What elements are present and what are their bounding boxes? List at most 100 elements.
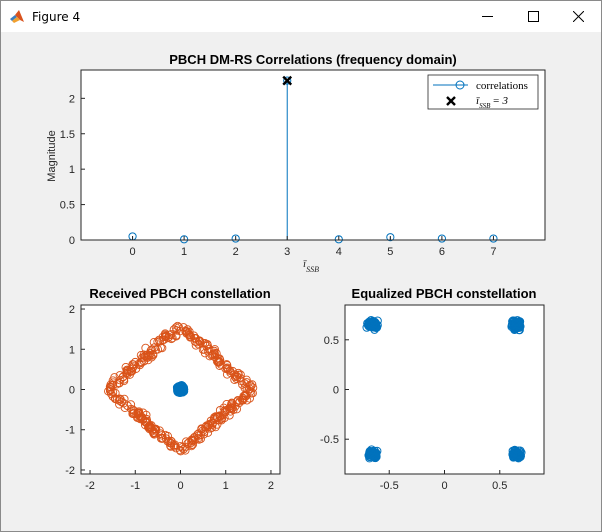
received-point — [138, 415, 147, 424]
received-point — [179, 444, 188, 454]
received-ytick-label: 2 — [69, 304, 75, 316]
received-point — [232, 404, 242, 414]
stem-marker — [283, 76, 292, 85]
correlation-xtick-label: 5 — [387, 246, 393, 258]
equalized-ytick-label: 0 — [333, 385, 339, 397]
legend-x-marker — [446, 96, 456, 106]
received-point — [144, 423, 153, 432]
received-point — [181, 326, 190, 336]
equalized-point — [369, 451, 378, 460]
correlation-ytick-label: 2 — [69, 93, 75, 105]
title-bar[interactable]: Figure 4 — [1, 1, 601, 32]
equalized-point — [507, 322, 516, 331]
equalized-point — [508, 450, 518, 460]
equalized-marks — [362, 315, 526, 463]
received-point — [148, 351, 158, 360]
correlation-ytick-label: 1 — [69, 164, 75, 176]
correlation-xtick-label: 3 — [284, 246, 290, 258]
correlation-ytick-label: 1.5 — [60, 129, 75, 141]
received-point — [194, 340, 203, 349]
received-point — [141, 418, 150, 427]
received-point — [147, 425, 157, 434]
equalized-point — [371, 448, 381, 458]
received-axes-frame — [80, 304, 281, 475]
equalized-ytick-label: -0.5 — [320, 434, 339, 446]
maximize-button[interactable] — [510, 1, 556, 32]
equalized-point — [511, 447, 521, 457]
received-point — [235, 397, 245, 406]
received-center-point — [173, 385, 182, 395]
received-point — [158, 332, 168, 342]
correlation-xtick-label: 0 — [129, 246, 135, 258]
received-point — [108, 381, 117, 390]
equalized-point — [368, 320, 377, 330]
received-ytick-label: -2 — [65, 465, 75, 477]
received-point — [127, 367, 136, 376]
equalized-point — [513, 449, 523, 459]
received-point — [166, 441, 175, 450]
received-point — [176, 446, 185, 456]
received-point — [233, 372, 242, 382]
received-point — [119, 376, 129, 386]
received-point — [134, 407, 144, 416]
correlation-ylabel: Magnitude — [46, 130, 58, 181]
received-point — [115, 394, 124, 403]
received-ytick-label: 0 — [69, 385, 75, 397]
equalized-xtick-label: -0.5 — [380, 480, 399, 492]
received-constellation-axes: Received PBCH constellation -2 -1 0 1 2 -2 -1 0… — [65, 286, 281, 492]
stem-marker — [489, 234, 498, 243]
received-ticks: -2 -1 0 1 2 -2 -1 0 1 2 — [65, 304, 274, 492]
maximize-icon — [527, 11, 539, 22]
received-point — [129, 409, 138, 419]
received-point — [176, 442, 185, 451]
received-point — [120, 394, 129, 404]
received-point — [131, 357, 140, 367]
correlation-xtick-label: 4 — [336, 246, 342, 258]
correlation-ytick-label: 0.5 — [60, 200, 75, 212]
received-point — [166, 330, 176, 339]
close-button[interactable] — [555, 1, 601, 32]
received-point — [237, 395, 247, 404]
correlation-ticks: 0 1 2 3 4 5 6 7 0 0.5 1 1.5 2 — [60, 93, 497, 258]
received-point — [232, 374, 241, 384]
equalized-point — [511, 317, 521, 327]
received-point — [203, 428, 213, 437]
received-point — [202, 421, 211, 430]
equalized-plot-area — [345, 305, 544, 474]
correlation-axes-frame — [80, 69, 546, 241]
received-point — [139, 352, 148, 362]
matlab-logo-icon — [10, 9, 24, 23]
legend-issb-subscript: SSB — [479, 102, 491, 110]
received-point — [227, 398, 237, 408]
minimize-button[interactable] — [464, 1, 510, 32]
correlation-axes: PBCH DM-RS Correlations (frequency domai… — [46, 52, 546, 274]
received-point — [225, 403, 235, 413]
received-xtick-label: -1 — [130, 480, 140, 492]
received-point — [246, 388, 256, 398]
received-point — [193, 430, 202, 439]
xlabel-subscript: SSB — [306, 265, 319, 274]
legend-label-issb: īSSB = 3 — [476, 95, 509, 110]
received-point — [230, 375, 239, 385]
received-point — [173, 321, 182, 331]
correlation-legend[interactable]: correlations īSSB = 3 — [427, 74, 539, 110]
correlation-chart-title: PBCH DM-RS Correlations (frequency domai… — [169, 52, 456, 67]
received-point — [107, 389, 116, 399]
peak-x-marker-stroke — [282, 75, 293, 86]
received-point — [120, 403, 130, 412]
received-xtick-label: 0 — [177, 480, 183, 492]
equalized-axes-frame — [344, 304, 545, 475]
received-point — [169, 442, 179, 451]
correlation-xtick-label: 6 — [439, 246, 445, 258]
received-point — [242, 378, 251, 387]
correlation-xtick-label: 7 — [490, 246, 496, 258]
received-ytick-label: -1 — [65, 425, 75, 437]
received-point — [220, 413, 229, 423]
received-point — [144, 351, 154, 360]
correlation-xtick-label: 1 — [181, 246, 187, 258]
received-point — [185, 333, 195, 342]
received-point — [232, 371, 241, 381]
equalized-point — [366, 448, 376, 457]
received-point — [111, 394, 120, 404]
